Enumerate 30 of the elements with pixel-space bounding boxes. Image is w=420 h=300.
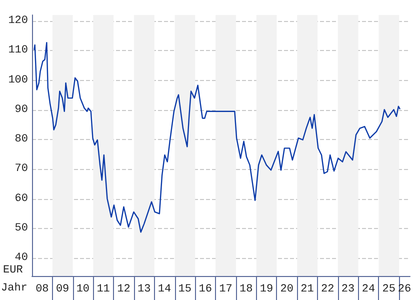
y-axis-title: EUR — [3, 264, 24, 276]
x-tick-label: 13 — [138, 284, 151, 296]
x-tick-label: 17 — [219, 284, 232, 296]
x-tick-label: 12 — [117, 284, 130, 296]
y-tick-label: 120 — [8, 14, 28, 27]
x-tick-label: 18 — [239, 284, 253, 296]
x-axis-title: Jahr — [1, 282, 28, 294]
x-tick-label: 23 — [341, 284, 355, 296]
line-series — [34, 42, 400, 233]
x-tick-label: 24 — [362, 284, 376, 296]
y-tick-label: 40 — [14, 252, 28, 264]
x-tick-label: 08 — [36, 284, 49, 296]
x-tick-label: 16 — [198, 284, 212, 296]
x-tick-label: 15 — [178, 284, 192, 296]
y-tick-label: 70 — [14, 163, 28, 176]
y-tick-label: 60 — [14, 192, 28, 205]
y-tick-label: 50 — [14, 222, 28, 235]
x-tick-label: 25 — [382, 284, 396, 296]
x-tick-label: 19 — [260, 284, 274, 296]
y-tick-label: 90 — [14, 104, 28, 116]
x-tick-label: 14 — [158, 284, 172, 296]
x-tick-label: 20 — [280, 284, 294, 296]
x-tick-label: 11 — [96, 284, 110, 296]
y-tick-label: 80 — [14, 134, 28, 146]
x-tick-label: 09 — [56, 284, 70, 296]
x-tick-label: 10 — [76, 284, 90, 296]
y-tick-label: 110 — [8, 44, 28, 57]
y-tick-label: 100 — [8, 74, 28, 86]
x-tick-label: 22 — [321, 284, 334, 296]
x-tick-label: 21 — [300, 284, 314, 296]
